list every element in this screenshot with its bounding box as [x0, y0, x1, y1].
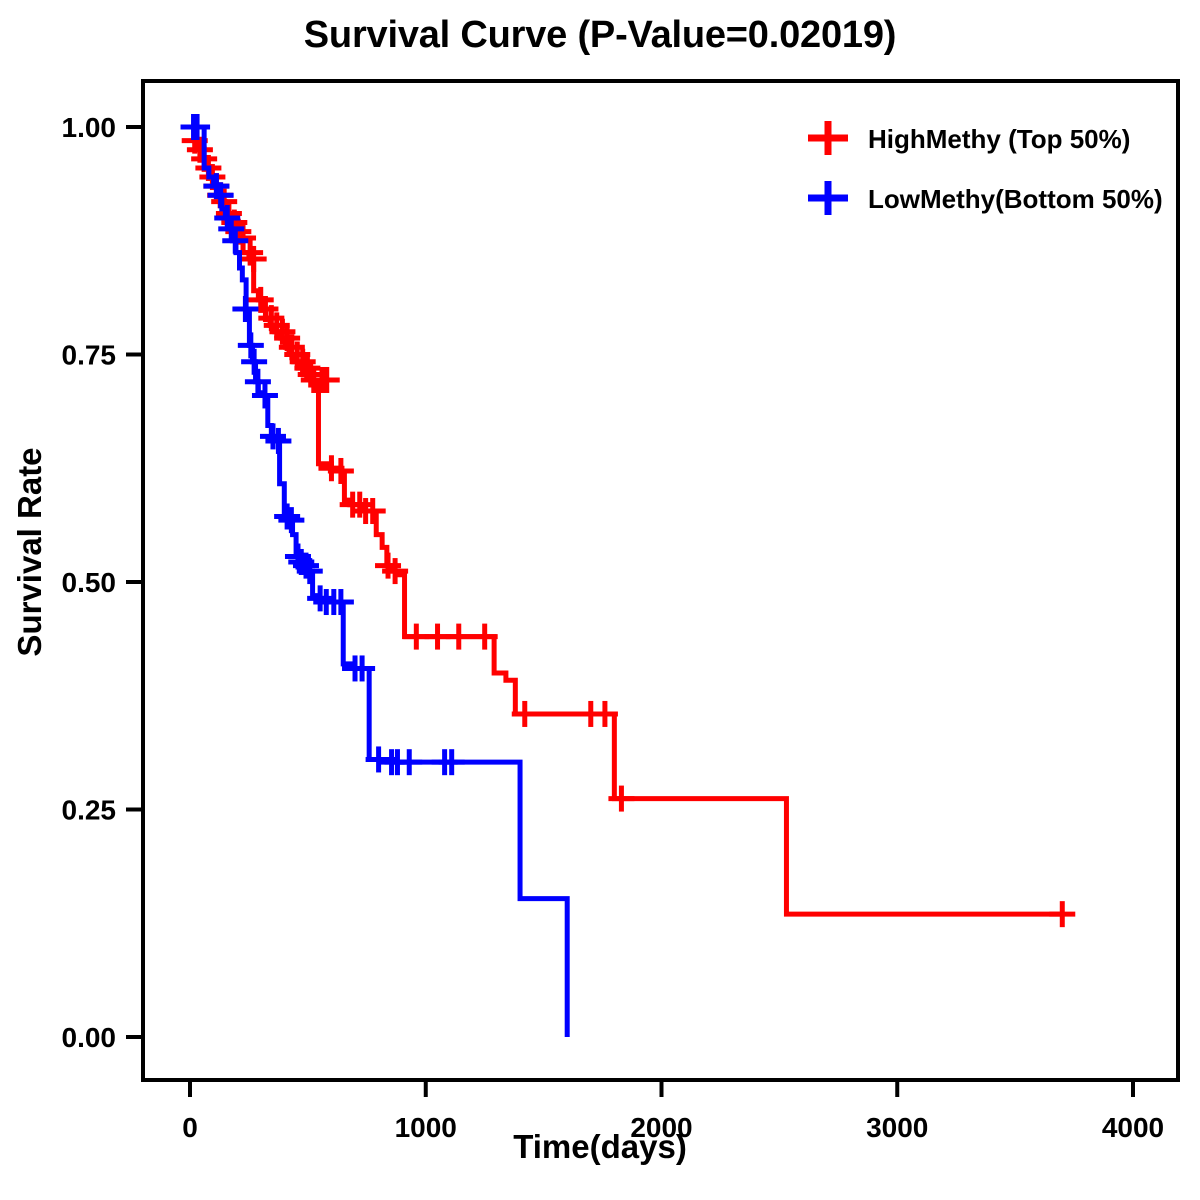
legend-entry-0: HighMethy (Top 50%) — [808, 121, 1130, 155]
y-tick-label: 0.50 — [62, 567, 117, 598]
y-axis-ticks: 0.00 0.25 0.50 0.75 1.00 — [62, 112, 143, 1053]
legend-entry-1: LowMethy(Bottom 50%) — [808, 181, 1163, 215]
x-axis-ticks: 0 1000 2000 3000 4000 — [182, 1080, 1164, 1143]
x-tick-label: 3000 — [866, 1112, 928, 1143]
x-tick-label: 2000 — [630, 1112, 692, 1143]
y-tick-label: 0.00 — [62, 1022, 117, 1053]
axis-frame — [141, 79, 1180, 1082]
chart-title: Survival Curve (P-Value=0.02019) — [303, 14, 897, 56]
x-axis-label: Time(days) — [513, 1128, 687, 1165]
series-low-methy — [180, 114, 570, 1037]
data-series-group — [180, 114, 1076, 1037]
legend-label: LowMethy(Bottom 50%) — [868, 184, 1163, 214]
y-tick-label: 1.00 — [62, 112, 117, 143]
y-tick-label: 0.25 — [62, 795, 117, 826]
legend-label: HighMethy (Top 50%) — [868, 124, 1130, 154]
plot-frame — [141, 79, 1180, 1082]
x-tick-label: 0 — [182, 1112, 198, 1143]
x-tick-label: 4000 — [1102, 1112, 1164, 1143]
y-tick-label: 0.75 — [62, 340, 117, 371]
chart-legend: HighMethy (Top 50%) LowMethy(Bottom 50%) — [808, 121, 1163, 215]
x-tick-label: 1000 — [395, 1112, 457, 1143]
